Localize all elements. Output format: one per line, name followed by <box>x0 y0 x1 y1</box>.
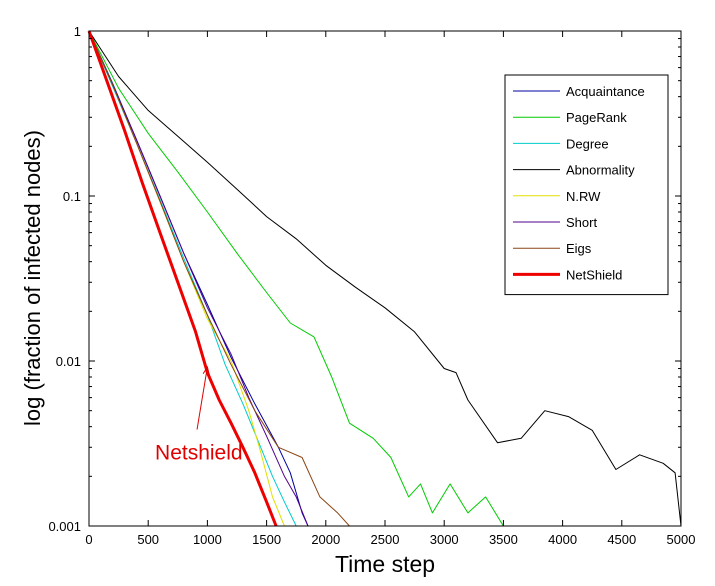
x-tick-label: 1500 <box>252 532 281 547</box>
axis-ticks: 0 500 1000 1500 2000 2500 3000 3500 4000 4500 5000… <box>48 24 695 547</box>
x-tick-label: 3000 <box>430 532 459 547</box>
legend: Acquaintance PageRank Degree Abnormality N.R… <box>504 74 669 296</box>
legend-label: Degree <box>566 136 609 151</box>
series-line-netshield <box>87 30 278 527</box>
netshield-annotation: Netshield <box>155 365 243 465</box>
y-axis-label: log (fraction of infected nodes) <box>20 130 45 426</box>
x-tick-label: 3500 <box>489 532 518 547</box>
x-tick-label: 2000 <box>311 532 340 547</box>
x-tick-label: 0 <box>85 532 92 547</box>
x-tick-label: 2500 <box>371 532 400 547</box>
legend-label: Abnormality <box>566 163 635 178</box>
y-tick-label: 1 <box>74 24 81 39</box>
series-line-pagerank <box>88 30 504 527</box>
y-tick-label: 0.01 <box>56 354 81 369</box>
series-line-eigs <box>88 30 350 527</box>
legend-label: Eigs <box>566 241 592 256</box>
x-tick-label: 4000 <box>548 532 577 547</box>
x-tick-label: 500 <box>137 532 159 547</box>
y-tick-label: 0.1 <box>63 189 81 204</box>
series-line-short <box>88 30 309 527</box>
legend-box <box>504 74 669 296</box>
x-tick-label: 5000 <box>667 532 696 547</box>
y-tick-label: 0.001 <box>48 519 81 534</box>
legend-label: PageRank <box>566 110 627 125</box>
annotation-label: Netshield <box>155 442 243 465</box>
legend-label: Short <box>566 215 597 230</box>
x-tick-label: 4500 <box>607 532 636 547</box>
legend-label: N.RW <box>566 189 601 204</box>
annotation-arrow-head <box>202 365 210 375</box>
legend-label: Acquaintance <box>566 84 645 99</box>
series-line-abnormality <box>88 30 682 527</box>
plot-lines <box>87 30 682 527</box>
x-axis-label: Time step <box>335 551 435 577</box>
annotation-arrow <box>196 366 208 430</box>
x-tick-label: 1000 <box>193 532 222 547</box>
legend-label: NetShield <box>566 267 622 282</box>
